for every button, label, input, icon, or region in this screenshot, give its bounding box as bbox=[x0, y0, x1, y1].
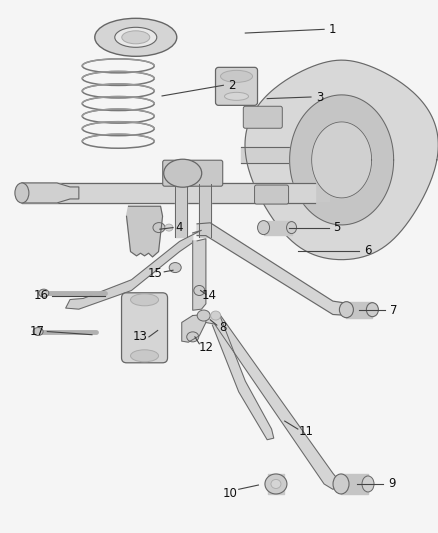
Text: 6: 6 bbox=[364, 244, 372, 257]
Ellipse shape bbox=[271, 480, 281, 488]
Text: 5: 5 bbox=[334, 221, 341, 234]
Polygon shape bbox=[182, 314, 206, 342]
Text: 4: 4 bbox=[176, 221, 184, 234]
Ellipse shape bbox=[164, 159, 202, 187]
FancyBboxPatch shape bbox=[121, 293, 168, 363]
Ellipse shape bbox=[153, 223, 165, 232]
Ellipse shape bbox=[265, 474, 287, 494]
Ellipse shape bbox=[33, 327, 43, 336]
Text: 16: 16 bbox=[34, 289, 49, 302]
Text: 1: 1 bbox=[329, 23, 337, 36]
Ellipse shape bbox=[339, 302, 353, 318]
Ellipse shape bbox=[15, 183, 29, 203]
Text: 9: 9 bbox=[388, 478, 396, 490]
Text: 2: 2 bbox=[228, 79, 236, 92]
Polygon shape bbox=[210, 313, 274, 440]
FancyBboxPatch shape bbox=[215, 67, 258, 106]
FancyBboxPatch shape bbox=[243, 106, 283, 128]
Ellipse shape bbox=[367, 303, 378, 317]
FancyBboxPatch shape bbox=[254, 185, 289, 204]
Ellipse shape bbox=[197, 310, 210, 321]
Ellipse shape bbox=[220, 70, 253, 82]
Polygon shape bbox=[193, 239, 206, 310]
Polygon shape bbox=[197, 223, 350, 316]
Text: 15: 15 bbox=[148, 267, 163, 280]
Text: 14: 14 bbox=[202, 289, 217, 302]
Ellipse shape bbox=[115, 27, 157, 47]
Text: 12: 12 bbox=[198, 341, 213, 354]
Text: 11: 11 bbox=[299, 425, 314, 438]
Polygon shape bbox=[312, 122, 371, 198]
Ellipse shape bbox=[131, 350, 159, 362]
Ellipse shape bbox=[95, 18, 177, 56]
Ellipse shape bbox=[333, 474, 349, 494]
Polygon shape bbox=[127, 206, 162, 257]
Ellipse shape bbox=[362, 476, 374, 492]
Ellipse shape bbox=[194, 286, 205, 295]
Ellipse shape bbox=[211, 311, 221, 320]
Ellipse shape bbox=[39, 289, 49, 297]
Ellipse shape bbox=[187, 332, 199, 342]
Polygon shape bbox=[206, 313, 342, 489]
FancyBboxPatch shape bbox=[163, 160, 223, 186]
Ellipse shape bbox=[286, 222, 297, 233]
Ellipse shape bbox=[165, 224, 173, 231]
Polygon shape bbox=[290, 95, 394, 225]
Polygon shape bbox=[66, 230, 201, 309]
Polygon shape bbox=[22, 183, 79, 203]
Ellipse shape bbox=[122, 31, 150, 44]
Ellipse shape bbox=[169, 263, 181, 272]
Text: 17: 17 bbox=[30, 325, 45, 338]
Polygon shape bbox=[245, 60, 438, 260]
Text: 3: 3 bbox=[316, 91, 323, 103]
Ellipse shape bbox=[131, 294, 159, 306]
Text: 8: 8 bbox=[220, 321, 227, 334]
Ellipse shape bbox=[225, 92, 248, 100]
Text: 7: 7 bbox=[390, 304, 398, 317]
Text: 13: 13 bbox=[133, 330, 148, 343]
Text: 10: 10 bbox=[223, 487, 237, 499]
Ellipse shape bbox=[258, 221, 269, 235]
